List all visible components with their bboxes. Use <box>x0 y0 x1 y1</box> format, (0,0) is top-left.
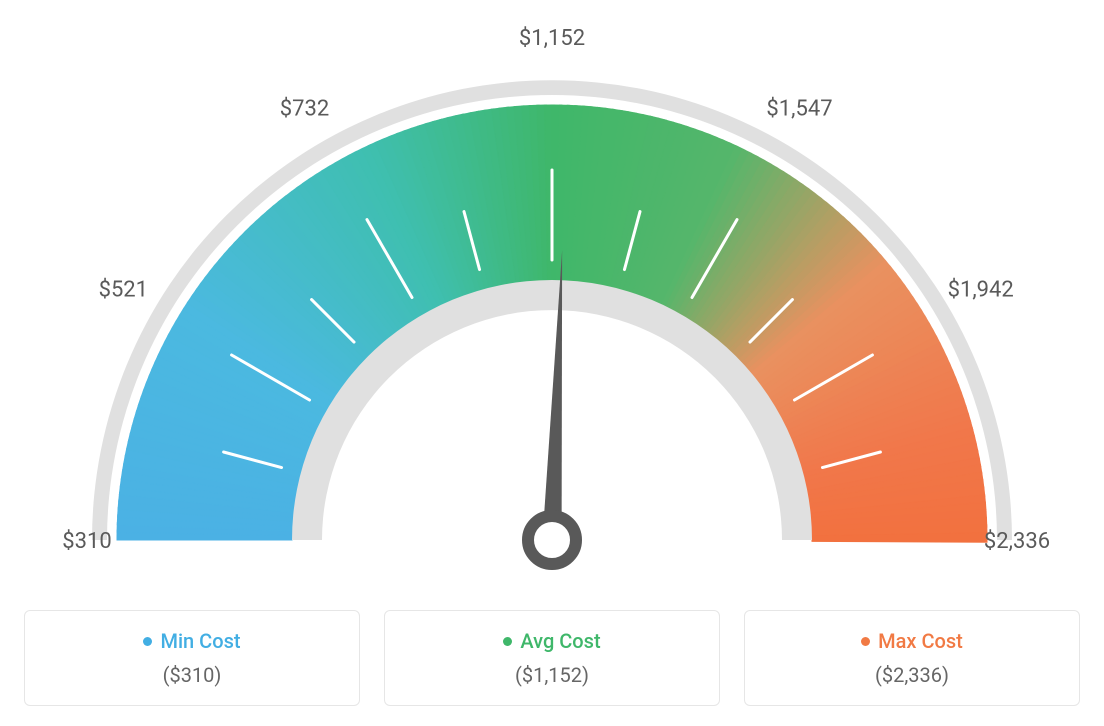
gauge-scale-label: $1,152 <box>519 26 585 51</box>
legend-row: Min Cost ($310) Avg Cost ($1,152) Max Co… <box>0 590 1104 726</box>
legend-dot-max <box>861 637 870 646</box>
legend-dot-min <box>143 637 152 646</box>
gauge-chart: $310 $521 $732 $1,152 $1,547 $1,942 $2,336 <box>0 0 1104 590</box>
legend-value-avg: ($1,152) <box>405 663 699 687</box>
legend-label-row: Avg Cost <box>503 629 600 653</box>
legend-label-max: Max Cost <box>878 629 963 653</box>
legend-label-row: Max Cost <box>861 629 963 653</box>
gauge-scale-label: $310 <box>62 529 111 554</box>
legend-card-avg: Avg Cost ($1,152) <box>384 610 720 706</box>
legend-label-avg: Avg Cost <box>520 629 600 653</box>
gauge-needle-hub <box>528 516 576 564</box>
gauge-svg: $310 $521 $732 $1,152 $1,547 $1,942 $2,336 <box>0 10 1104 590</box>
gauge-scale-label: $1,547 <box>766 96 832 121</box>
legend-card-max: Max Cost ($2,336) <box>744 610 1080 706</box>
gauge-scale-label: $732 <box>280 96 329 121</box>
gauge-scale-label: $521 <box>99 278 148 303</box>
legend-dot-avg <box>503 637 512 646</box>
legend-label-row: Min Cost <box>143 629 240 653</box>
legend-value-min: ($310) <box>45 663 339 687</box>
gauge-scale-label: $1,942 <box>948 278 1014 303</box>
legend-label-min: Min Cost <box>160 629 240 653</box>
legend-value-max: ($2,336) <box>765 663 1059 687</box>
legend-card-min: Min Cost ($310) <box>24 610 360 706</box>
gauge-scale-label: $2,336 <box>984 529 1050 554</box>
